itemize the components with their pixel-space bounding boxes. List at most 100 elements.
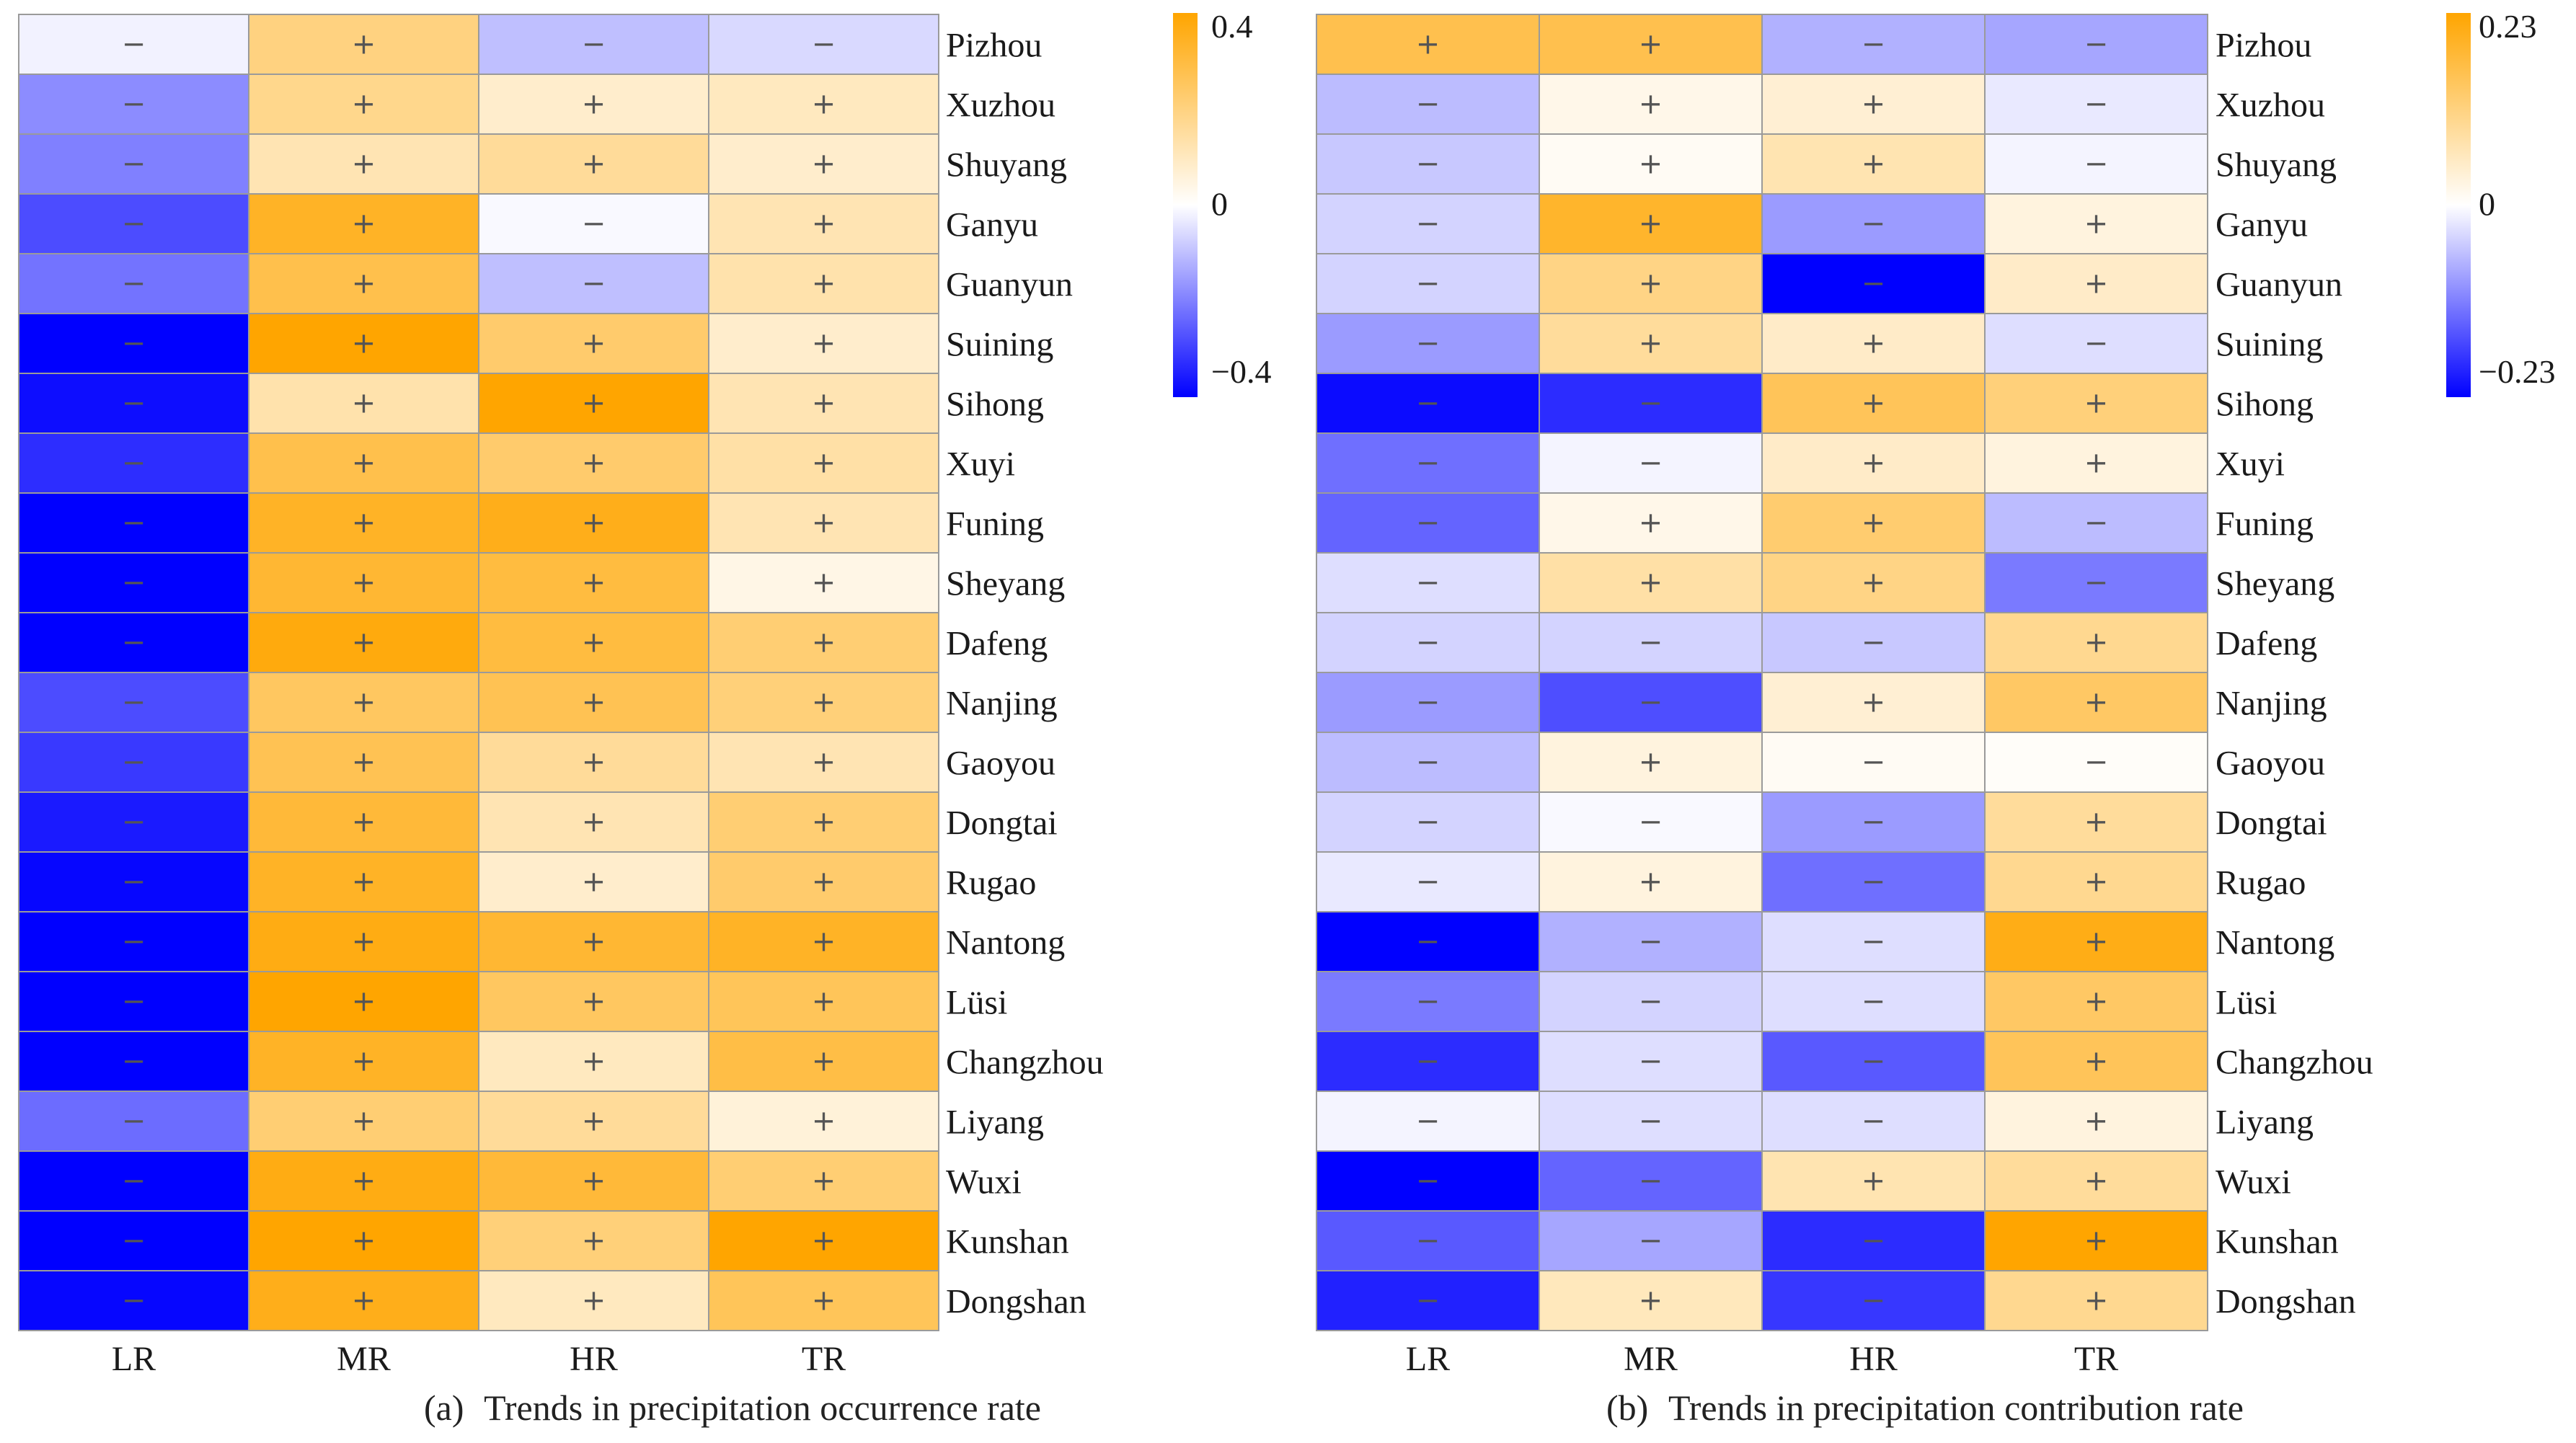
panel-a-sign-shuyang-mr: + <box>352 148 376 181</box>
panel-b-cell-dongtai-hr <box>1761 791 1986 853</box>
panel-b-sign-wuxi-hr: + <box>1862 1165 1886 1198</box>
panel-b-heatmap: + + − − − + + − − + + − − + − + − + − + − + + − − − + + − − + + − + + − − + + −… <box>1316 8 2555 1428</box>
panel-a-cell-wuxi-mr <box>248 1150 479 1212</box>
panel-a-sign-rugao-lr: − <box>122 866 146 899</box>
panel-b-sign-lüsi-tr: + <box>2084 985 2109 1018</box>
panel-a-cell-liyang-tr <box>708 1091 939 1152</box>
panel-b-sign-guanyun-hr: − <box>1862 267 1886 301</box>
panel-b-cell-dafeng-hr <box>1761 612 1986 673</box>
panel-a-sign-dafeng-hr: + <box>582 626 606 660</box>
panel-a-cell-nantong-tr <box>708 911 939 972</box>
panel-a-row-label: Rugao <box>946 864 1036 902</box>
panel-a-row-label: Shuyang <box>946 146 1067 185</box>
panel-a-cell-guanyun-mr <box>248 253 479 314</box>
panel-a-sign-dongtai-mr: + <box>352 806 376 839</box>
panel-b-sign-suining-hr: + <box>1862 327 1886 360</box>
panel-a-cell-lüsi-hr <box>478 971 709 1032</box>
panel-b-cell-ganyu-mr <box>1539 193 1763 254</box>
panel-a-sign-nanjing-lr: − <box>122 686 146 719</box>
panel-a-row-label: Kunshan <box>946 1223 1069 1261</box>
panel-b-sign-funing-lr: − <box>1416 507 1440 540</box>
panel-a-cell-lüsi-tr <box>708 971 939 1032</box>
panel-a-sign-nantong-tr: + <box>812 925 836 959</box>
panel-b-sign-sheyang-mr: + <box>1639 567 1663 600</box>
panel-b-cell-nanjing-hr <box>1761 672 1986 733</box>
panel-b-row-label: Xuzhou <box>2216 86 2325 125</box>
panel-b-row-label: Liyang <box>2216 1104 2314 1142</box>
panel-b-cell-dafeng-mr <box>1539 612 1763 673</box>
panel-a-sign-kunshan-hr: + <box>582 1225 606 1258</box>
panel-a-cell-sheyang-lr <box>18 552 249 613</box>
panel-b-sign-dongtai-mr: − <box>1639 806 1663 839</box>
panel-b-cell-gaoyou-mr <box>1539 732 1763 793</box>
panel-b-row-label: Dongshan <box>2216 1283 2356 1321</box>
panel-b-sign-ganyu-hr: − <box>1862 208 1886 241</box>
panel-a-sign-xuyi-lr: − <box>122 447 146 480</box>
panel-b-sign-shuyang-tr: − <box>2084 148 2109 181</box>
panel-b-row-label: Funing <box>2216 505 2314 543</box>
panel-a-cell-nanjing-lr <box>18 672 249 733</box>
panel-b-sign-kunshan-tr: + <box>2084 1225 2109 1258</box>
panel-a-sign-pizhou-tr: − <box>812 28 836 61</box>
panel-b-sign-rugao-tr: + <box>2084 866 2109 899</box>
panel-a-row-label: Ganyu <box>946 206 1038 244</box>
panel-a-cell-gaoyou-tr <box>708 732 939 793</box>
panel-b-sign-rugao-mr: + <box>1639 866 1663 899</box>
panel-a-sign-sihong-tr: + <box>812 387 836 420</box>
panel-a-cell-kunshan-tr <box>708 1210 939 1271</box>
panel-b-cell-sheyang-mr <box>1539 552 1763 613</box>
panel-a-row-label: Gaoyou <box>946 745 1055 783</box>
panel-b-row-label: Dongtai <box>2216 804 2327 843</box>
panel-b-sign-shuyang-mr: + <box>1639 148 1663 181</box>
panel-b-sign-gaoyou-hr: − <box>1862 746 1886 779</box>
panel-a-cell-dongshan-lr <box>18 1270 249 1331</box>
panel-b-sign-changzhou-hr: − <box>1862 1045 1886 1078</box>
panel-b-sign-wuxi-lr: − <box>1416 1165 1440 1198</box>
panel-a-sign-gaoyou-lr: − <box>122 746 146 779</box>
panel-a-cell-gaoyou-mr <box>248 732 479 793</box>
panel-b-row-label: Nanjing <box>2216 685 2327 723</box>
panel-a-cell-kunshan-hr <box>478 1210 709 1271</box>
panel-b-cell-lüsi-tr <box>1984 971 2208 1032</box>
panel-a-sign-lüsi-hr: + <box>582 985 606 1018</box>
panel-b-sign-nanjing-mr: − <box>1639 686 1663 719</box>
panel-a-cell-suining-mr <box>248 313 479 374</box>
panel-b-cell-nanjing-mr <box>1539 672 1763 733</box>
panel-b-sign-nantong-mr: − <box>1639 925 1663 959</box>
panel-b-cell-kunshan-tr <box>1984 1210 2208 1271</box>
panel-a-sign-shuyang-lr: − <box>122 148 146 181</box>
panel-a-colorbar-tick: 0.4 <box>1211 8 1253 45</box>
panel-a-cell-kunshan-mr <box>248 1210 479 1271</box>
panel-a-cell-dongshan-tr <box>708 1270 939 1331</box>
panel-a-sign-dongshan-hr: + <box>582 1284 606 1318</box>
panel-b-cell-changzhou-tr <box>1984 1031 2208 1092</box>
panel-b-sign-shuyang-lr: − <box>1416 148 1440 181</box>
panel-a-sign-dafeng-lr: − <box>122 626 146 660</box>
panel-b-cell-nantong-mr <box>1539 911 1763 972</box>
panel-b-sign-liyang-hr: − <box>1862 1105 1886 1138</box>
panel-a-sign-funing-lr: − <box>122 507 146 540</box>
panel-a-sign-nantong-mr: + <box>352 925 376 959</box>
panel-a-cell-pizhou-tr <box>708 14 939 75</box>
panel-b-sign-dongshan-tr: + <box>2084 1284 2109 1318</box>
panel-a-sign-pizhou-mr: + <box>352 28 376 61</box>
panel-b-sign-dafeng-tr: + <box>2084 626 2109 660</box>
panel-a-sign-rugao-hr: + <box>582 866 606 899</box>
panel-a-row-label: Sihong <box>946 386 1044 424</box>
panel-a-sign-wuxi-tr: + <box>812 1165 836 1198</box>
panel-a-sign-suining-tr: + <box>812 327 836 360</box>
panel-a-cell-suining-hr <box>478 313 709 374</box>
panel-a-sign-dafeng-tr: + <box>812 626 836 660</box>
panel-b-row-label: Changzhou <box>2216 1044 2373 1082</box>
panel-a-sign-kunshan-tr: + <box>812 1225 836 1258</box>
panel-a-col-label: LR <box>112 1340 156 1378</box>
panel-b-sign-sihong-mr: − <box>1639 387 1663 420</box>
panel-a-cell-nanjing-mr <box>248 672 479 733</box>
panel-b-sign-dafeng-lr: − <box>1416 626 1440 660</box>
panel-a-cell-shuyang-mr <box>248 133 479 195</box>
panel-a-cell-lüsi-mr <box>248 971 479 1032</box>
panel-a-cell-xuyi-hr <box>478 432 709 494</box>
panel-a-sign-dongshan-mr: + <box>352 1284 376 1318</box>
panel-b-cell-xuyi-mr <box>1539 432 1763 494</box>
panel-b-sign-nantong-tr: + <box>2084 925 2109 959</box>
